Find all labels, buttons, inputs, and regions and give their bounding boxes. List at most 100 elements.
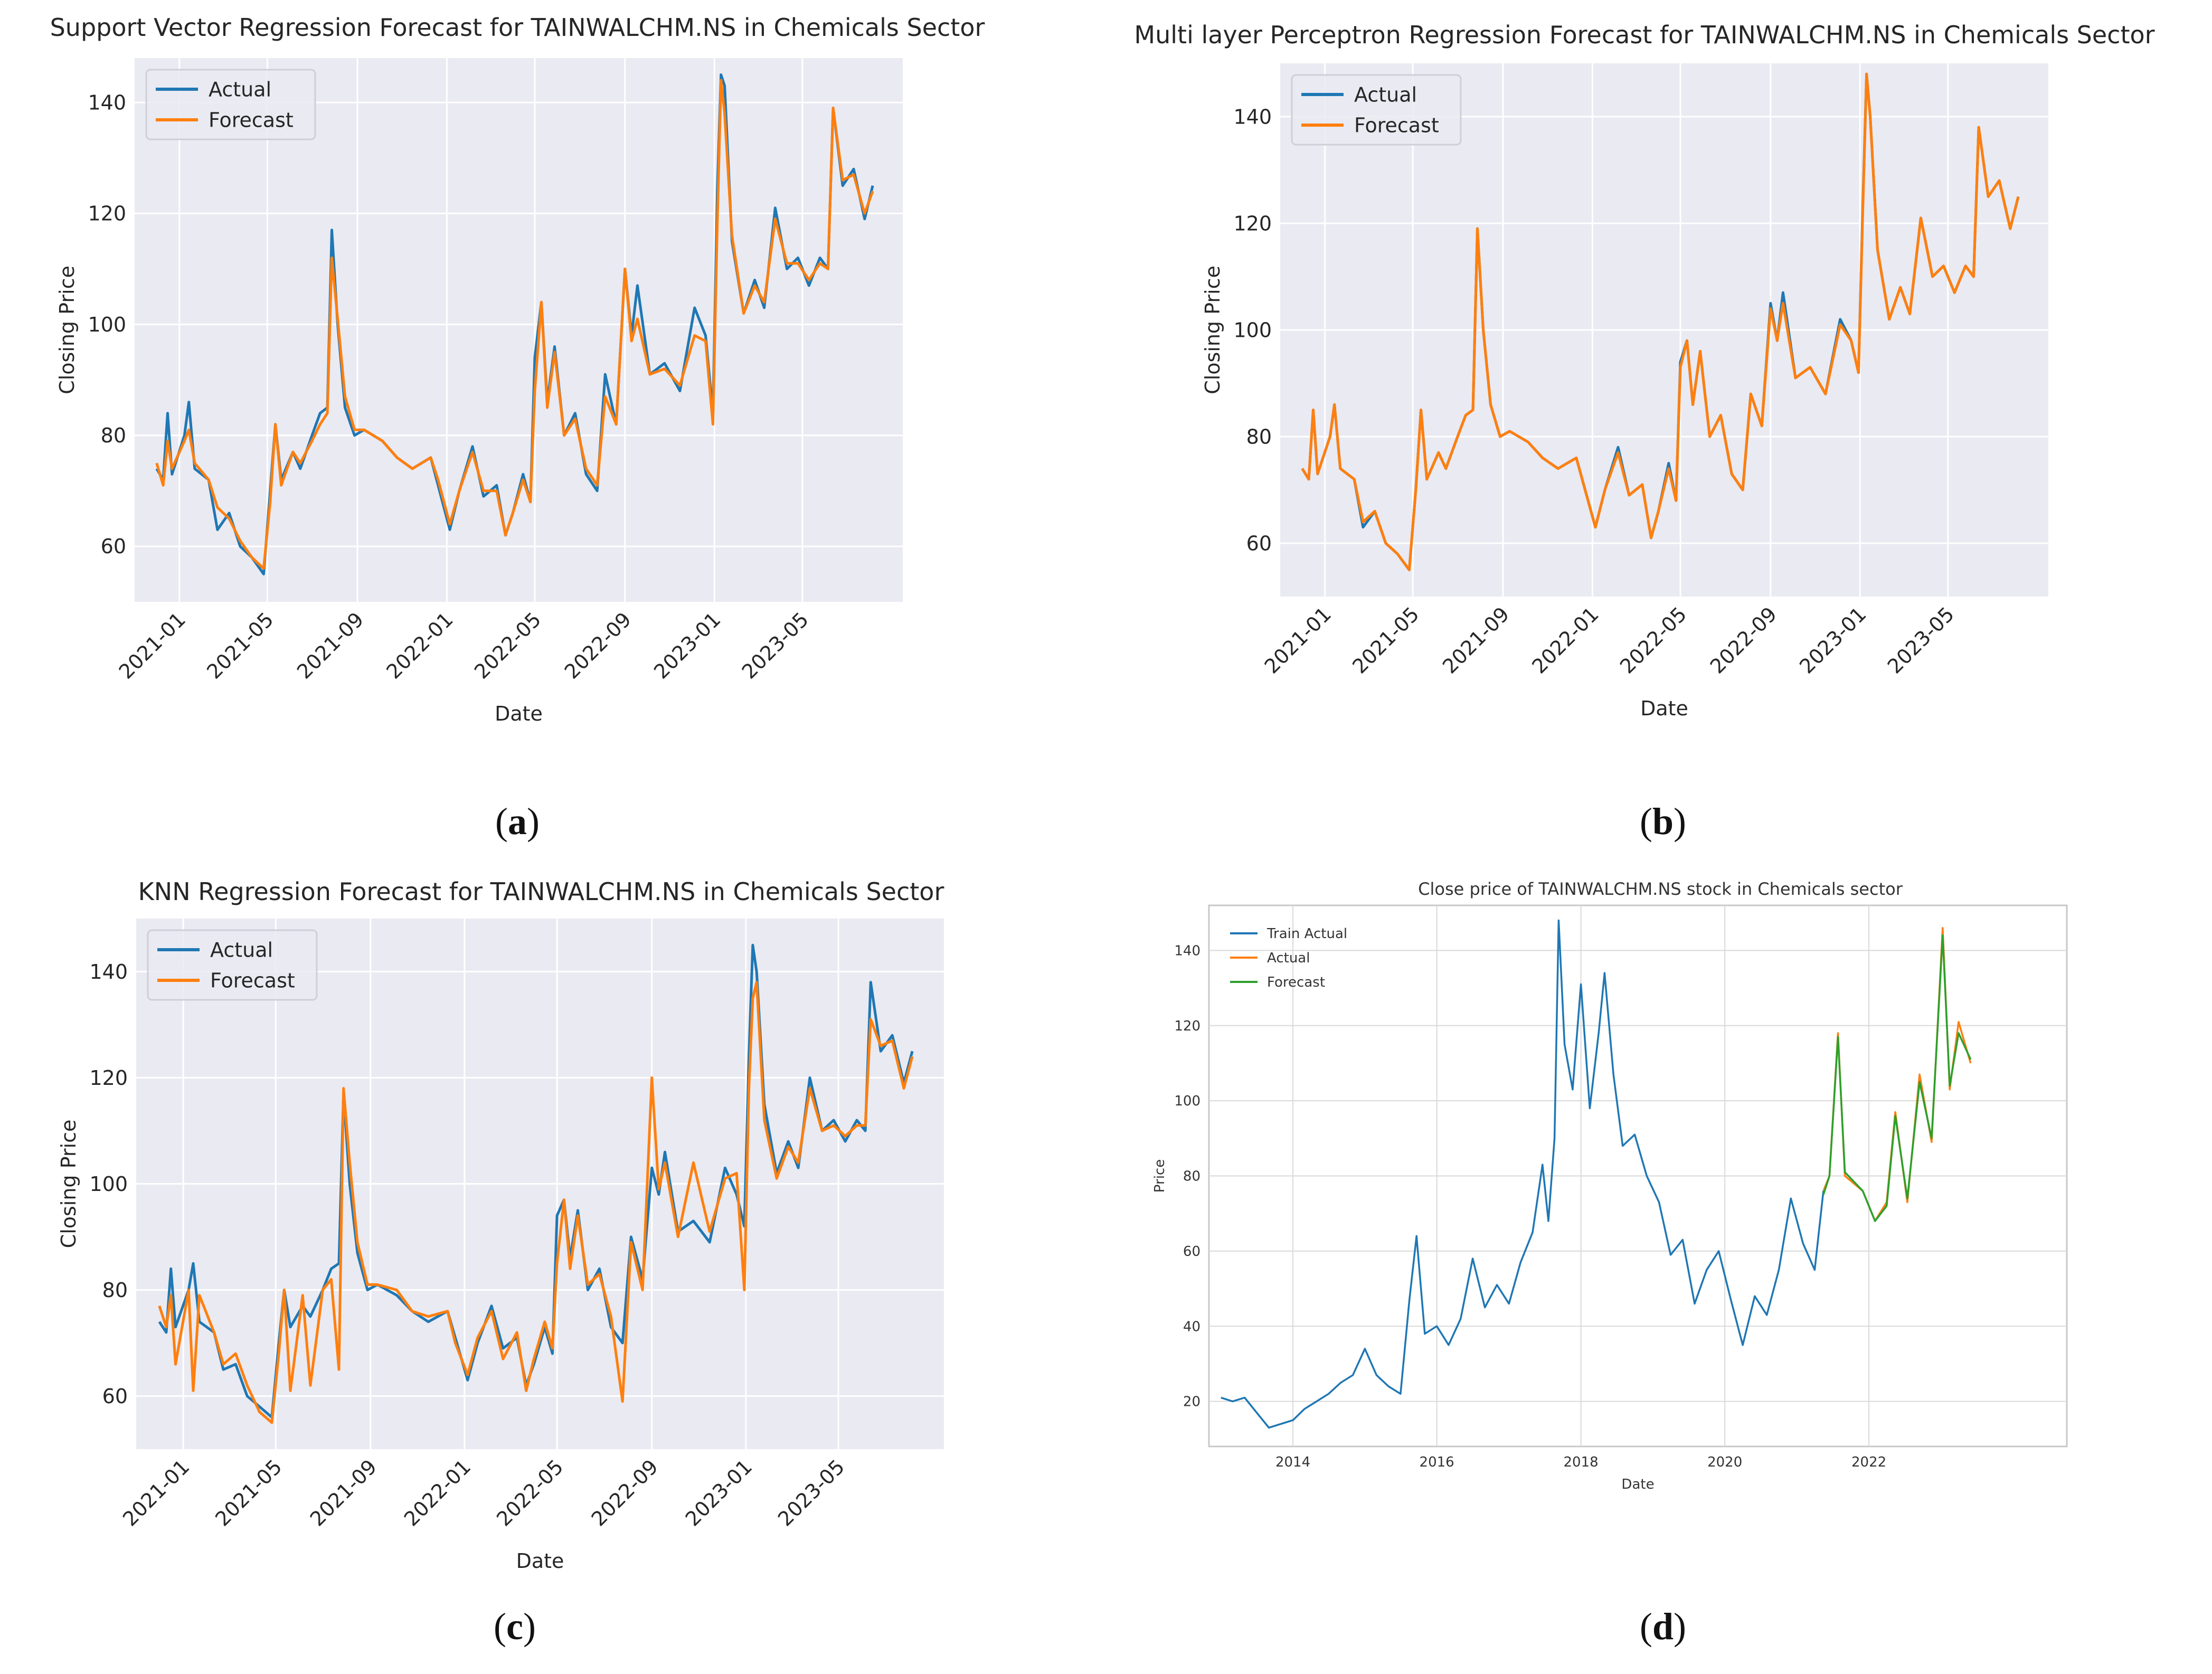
y-tick-label: 80 xyxy=(102,1279,128,1302)
y-tick-label: 140 xyxy=(1233,105,1272,128)
panel-caption: (a) xyxy=(495,800,540,843)
y-tick-label: 120 xyxy=(89,1066,128,1090)
chart-title: Support Vector Regression Forecast for T… xyxy=(50,13,985,42)
y-tick-label: 60 xyxy=(1246,532,1272,555)
y-tick-label: 60 xyxy=(101,535,126,558)
series-line-forecast xyxy=(1301,72,2020,571)
legend-entry: Forecast xyxy=(1267,975,1325,990)
x-axis-label: Date xyxy=(1640,697,1688,720)
x-tick-label: 2016 xyxy=(1420,1454,1454,1470)
x-tick-label: 2022-05 xyxy=(470,608,545,683)
caption-paren: ) xyxy=(1674,800,1686,843)
caption-letter: a xyxy=(508,800,527,843)
x-tick-label: 2022-05 xyxy=(492,1455,568,1530)
x-tick-label: 2023-05 xyxy=(773,1455,849,1530)
legend-entry: Actual xyxy=(210,938,273,961)
legend: Train Actual Actual Forecast xyxy=(1230,926,1347,990)
y-tick-label: 100 xyxy=(88,313,126,336)
caption-letter: b xyxy=(1652,800,1674,843)
x-axis-label: Date xyxy=(516,1549,564,1573)
x-tick-label: 2023-01 xyxy=(1795,602,1870,678)
plot-area xyxy=(135,58,903,602)
y-tick-label: 100 xyxy=(1174,1093,1200,1109)
x-tick-label: 2014 xyxy=(1275,1454,1310,1470)
chart-c: 60 80 100 120 140 2021-01 2021-05 2021-09 2022-0… xyxy=(57,877,944,1648)
y-tick-label: 80 xyxy=(101,424,126,447)
y-tick-label: 140 xyxy=(89,960,128,983)
x-tick-label: 2021-01 xyxy=(118,1455,194,1530)
x-tick-label: 2022-09 xyxy=(1706,602,1781,678)
caption-paren: ) xyxy=(523,1605,536,1648)
y-tick-label: 40 xyxy=(1183,1319,1200,1335)
y-tick-label: 80 xyxy=(1246,425,1272,448)
legend-entry: Actual xyxy=(1267,950,1310,966)
x-tick-label: 2021-01 xyxy=(115,608,190,683)
x-tick-label: 2023-01 xyxy=(649,608,725,683)
x-tick-label: 2021-09 xyxy=(292,608,368,683)
series-line-forecast xyxy=(158,981,914,1424)
x-tick-label: 2021-05 xyxy=(211,1455,286,1530)
x-tick-label: 2023-05 xyxy=(738,608,813,683)
x-tick-label: 2022-09 xyxy=(560,608,636,683)
series-line-forecast xyxy=(1822,934,1972,1222)
legend: Actual Forecast xyxy=(147,929,318,1001)
y-tick-label: 60 xyxy=(1183,1244,1200,1260)
series-line-forecast xyxy=(155,79,874,570)
panel-caption: (c) xyxy=(494,1605,536,1648)
x-axis-label: Date xyxy=(1621,1477,1654,1492)
legend-entry: Forecast xyxy=(210,969,295,992)
caption-paren: ( xyxy=(1640,800,1652,843)
panel-caption: (d) xyxy=(1640,1605,1686,1648)
chart-d: 20 40 60 80 100 120 140 2014 2016 2018 2020 2022 Clo… xyxy=(1152,879,2068,1648)
legend-box xyxy=(145,69,316,140)
chart-title: KNN Regression Forecast for TAINWALCHM.N… xyxy=(138,877,944,906)
x-axis-label: Date xyxy=(495,702,543,725)
x-tick-label: 2022-05 xyxy=(1615,602,1691,678)
legend-entry: Actual xyxy=(1354,83,1417,106)
y-tick-label: 140 xyxy=(1174,943,1200,959)
caption-paren: ( xyxy=(1640,1605,1652,1648)
y-tick-label: 120 xyxy=(1174,1018,1200,1034)
caption-letter: d xyxy=(1652,1605,1674,1648)
legend-box xyxy=(147,929,318,1001)
y-tick-label: 60 xyxy=(102,1385,128,1408)
x-tick-label: 2018 xyxy=(1564,1454,1599,1470)
legend: Actual Forecast xyxy=(1291,74,1462,146)
x-tick-label: 2021-09 xyxy=(1438,602,1514,678)
y-tick-label: 20 xyxy=(1183,1394,1200,1410)
series-line-train-actual xyxy=(1221,919,1825,1429)
y-tick-label: 120 xyxy=(1233,212,1272,235)
x-tick-label: 2022-01 xyxy=(400,1455,475,1530)
y-tick-label: 80 xyxy=(1183,1169,1200,1185)
chart-title: Multi layer Perceptron Regression Foreca… xyxy=(1134,21,2154,49)
legend-entry: Actual xyxy=(209,78,271,101)
y-tick-label: 120 xyxy=(88,202,126,225)
caption-paren: ) xyxy=(1674,1605,1686,1648)
x-tick-label: 2022 xyxy=(1851,1454,1886,1470)
x-tick-label: 2023-05 xyxy=(1883,602,1959,678)
caption-paren: ) xyxy=(527,800,540,843)
caption-letter: c xyxy=(506,1605,523,1648)
x-tick-label: 2021-05 xyxy=(1348,602,1423,678)
x-tick-label: 2020 xyxy=(1707,1454,1742,1470)
y-axis-label: Closing Price xyxy=(57,1120,80,1249)
y-axis-label: Closing Price xyxy=(1201,266,1224,394)
y-axis-label: Closing Price xyxy=(55,266,79,394)
x-tick-label: 2022-01 xyxy=(1527,602,1603,678)
x-tick-label: 2022-09 xyxy=(587,1455,663,1530)
legend-entry: Forecast xyxy=(1354,114,1439,137)
caption-paren: ( xyxy=(495,800,508,843)
y-tick-label: 100 xyxy=(1233,318,1272,342)
legend-entry: Train Actual xyxy=(1266,926,1347,942)
caption-paren: ( xyxy=(494,1605,506,1648)
x-tick-label: 2022-01 xyxy=(382,608,457,683)
y-tick-label: 100 xyxy=(89,1172,128,1196)
x-tick-label: 2021-09 xyxy=(306,1455,381,1530)
x-tick-label: 2023-01 xyxy=(681,1455,757,1530)
chart-title: Close price of TAINWALCHM.NS stock in Ch… xyxy=(1418,879,1903,899)
y-axis-label: Price xyxy=(1152,1159,1168,1193)
panel-caption: (b) xyxy=(1640,800,1686,843)
